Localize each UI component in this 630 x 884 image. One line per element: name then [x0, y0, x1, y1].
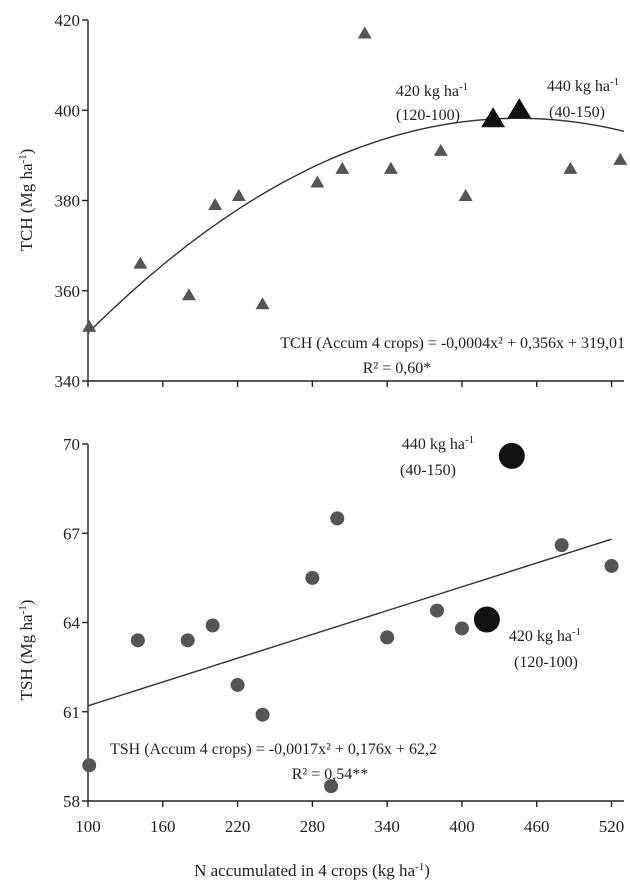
tsh-point — [305, 570, 320, 585]
tsh-y-tick-label: 70 — [63, 435, 80, 454]
tsh-point — [82, 758, 97, 773]
tch-point — [335, 161, 350, 174]
tsh-point — [380, 630, 395, 645]
tch-point — [383, 161, 398, 174]
tsh-x-ticks: 100 160 220 280 340 400 460 520 — [75, 801, 624, 836]
tsh-x-tick-label: 460 — [524, 817, 550, 836]
tsh-points — [82, 511, 619, 794]
tsh-x-tick-label: 280 — [300, 817, 326, 836]
tsh-highlight-point — [498, 442, 525, 469]
tch-y-tick-label: 360 — [55, 282, 81, 301]
tsh-point — [554, 538, 569, 553]
tsh-panel: 58 61 64 67 70 100 160 220 280 340 400 460 520 TSH … — [17, 434, 624, 880]
tsh-x-tick-label: 100 — [75, 817, 101, 836]
tsh-y-tick-label: 64 — [63, 614, 81, 633]
tsh-label-440-line2: (40-150) — [400, 462, 456, 479]
tsh-y-tick-label: 58 — [63, 792, 80, 811]
tch-y-tick-label: 420 — [55, 11, 81, 30]
tsh-point — [454, 621, 469, 636]
tch-label-420-line1: 420 kg ha-1 — [396, 81, 468, 100]
x-axis-label: N accumulated in 4 crops (kg ha-1) — [194, 861, 430, 880]
tch-y-tick-label: 340 — [55, 372, 81, 391]
tsh-point — [180, 633, 195, 648]
tsh-point — [324, 779, 339, 794]
tsh-y-axis-label: TSH (Mg ha-1) — [17, 600, 36, 701]
tch-point — [613, 152, 628, 165]
tsh-highlights — [473, 442, 525, 633]
tch-y-tick-label: 380 — [55, 192, 81, 211]
tsh-point — [255, 707, 270, 722]
tch-point — [357, 26, 372, 39]
tch-highlight-point — [507, 98, 532, 119]
tch-trendline — [87, 117, 625, 334]
tch-highlights — [481, 98, 532, 128]
tsh-point — [230, 677, 245, 692]
tsh-point — [604, 558, 619, 573]
tsh-trendline — [87, 538, 612, 707]
tsh-label-420-line1: 420 kg ha-1 — [509, 626, 581, 645]
tsh-y-ticks: 58 61 64 67 70 — [63, 435, 88, 811]
tch-point — [82, 319, 97, 332]
tch-point — [208, 198, 223, 211]
tch-point — [181, 288, 196, 301]
tsh-label-440-line1: 440 kg ha-1 — [402, 434, 474, 453]
tch-point — [133, 256, 148, 269]
tch-label-420-line2: (120-100) — [396, 107, 460, 124]
tch-point — [255, 297, 270, 310]
tsh-label-420-line2: (120-100) — [514, 654, 578, 671]
tch-axes — [87, 20, 624, 387]
tch-point — [310, 175, 325, 188]
tsh-point — [130, 633, 145, 648]
tsh-point — [205, 618, 220, 633]
tch-points — [82, 26, 628, 332]
tch-y-axis-label: TCH (Mg ha-1) — [17, 149, 36, 252]
tsh-y-tick-label: 61 — [63, 703, 80, 722]
tsh-point — [430, 603, 445, 618]
tsh-x-tick-label: 160 — [150, 817, 176, 836]
tch-highlight-point — [481, 107, 506, 128]
tch-r2: R² = 0,60* — [363, 360, 432, 377]
tsh-point — [330, 511, 345, 526]
tch-point — [458, 188, 473, 201]
tch-y-ticks: 340 360 380 400 420 — [55, 11, 88, 391]
tsh-equation: TSH (Accum 4 crops) = -0,0017x² + 0,176x… — [110, 741, 437, 758]
tsh-x-tick-label: 520 — [599, 817, 625, 836]
tch-point — [231, 188, 246, 201]
tch-point — [563, 161, 578, 174]
tsh-r2: R² = 0,54** — [292, 766, 369, 783]
tsh-x-tick-label: 400 — [449, 817, 475, 836]
tch-equation: TCH (Accum 4 crops) = -0,0004x² + 0,356x… — [280, 335, 625, 352]
tch-label-440-line1: 440 kg ha-1 — [547, 76, 619, 95]
tsh-highlight-point — [473, 606, 500, 633]
tsh-x-tick-label: 220 — [225, 817, 251, 836]
tsh-y-tick-label: 67 — [63, 524, 81, 543]
tch-label-440-line2: (40-150) — [549, 104, 605, 121]
tch-y-tick-label: 400 — [55, 101, 81, 120]
tch-point — [433, 143, 448, 156]
tsh-x-tick-label: 340 — [374, 817, 400, 836]
tch-panel: 340 360 380 400 420 TCH (Mg ha-1) 420 kg ha-… — [17, 11, 628, 391]
